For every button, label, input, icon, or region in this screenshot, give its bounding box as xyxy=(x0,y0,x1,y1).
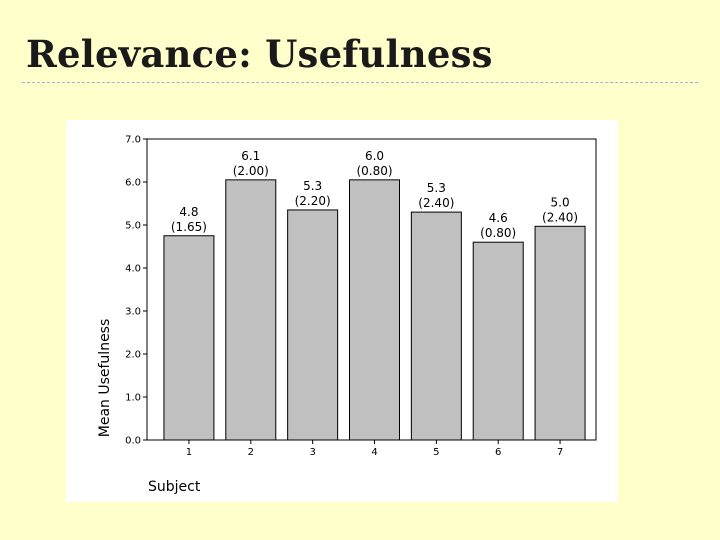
x-tick-label: 5 xyxy=(433,447,439,458)
bar-value-label: 5.0 xyxy=(551,195,570,209)
bar-subject-5 xyxy=(410,211,462,441)
y-tick-label: 2.0 xyxy=(125,350,141,361)
x-tick-label: 6 xyxy=(495,447,501,458)
chart-panel: 4.8 (1.65) 6.1 (2.00) 5.3 (2.20) 6.0 (0.80) 5.3(… xyxy=(66,120,618,502)
y-tick-label: 7.0 xyxy=(125,135,141,146)
bar-sd-label: (2.40) xyxy=(418,196,454,210)
bar-value-label: 6.1 xyxy=(241,149,260,163)
x-tick-label: 1 xyxy=(186,447,192,458)
y-tick-label: 3.0 xyxy=(125,307,141,318)
plot-frame xyxy=(146,138,597,441)
y-axis-title: Mean Usefulness xyxy=(97,319,113,438)
y-tick-label: 5.0 xyxy=(125,221,141,232)
bar-subject-7 xyxy=(534,225,586,441)
bar-subject-3 xyxy=(287,209,339,441)
bar-sd-label: (2.20) xyxy=(295,194,331,208)
bar-value-label: 4.6 xyxy=(489,211,508,225)
bar-subject-2 xyxy=(225,179,277,441)
y-tick-label: 6.0 xyxy=(125,178,141,189)
title-divider xyxy=(22,82,698,83)
x-tick-label: 7 xyxy=(557,447,563,458)
bar-sd-label: (0.80) xyxy=(356,164,392,178)
x-axis-title: Subject xyxy=(148,479,201,495)
bar-value-label: 6.0 xyxy=(365,149,384,163)
bar-sd-label: (2.40) xyxy=(542,210,578,224)
bar-sd-label: (0.80) xyxy=(480,226,516,240)
x-tick-label: 4 xyxy=(371,447,377,458)
bar-subject-1 xyxy=(163,235,215,441)
x-tick-label: 3 xyxy=(309,447,315,458)
slide-title: Relevance: Usefulness xyxy=(26,32,493,76)
bar-subject-6 xyxy=(472,241,524,441)
bar-chart: 4.8(1.65)6.1(2.00)5.3(2.20)6.0(0.80)5.3(… xyxy=(97,135,597,495)
bar-value-label: 5.3 xyxy=(303,179,322,193)
y-tick-label: 4.0 xyxy=(125,264,141,275)
x-tick-label: 2 xyxy=(248,447,254,458)
bar-sd-label: (1.65) xyxy=(171,220,207,234)
y-tick-label: 1.0 xyxy=(125,393,141,404)
bar-value-label: 5.3 xyxy=(427,181,446,195)
bar-subject-4 xyxy=(349,179,400,441)
bar-sd-label: (2.00) xyxy=(233,164,269,178)
bar-value-label: 4.8 xyxy=(179,205,198,219)
y-tick-label: 0.0 xyxy=(125,436,141,447)
